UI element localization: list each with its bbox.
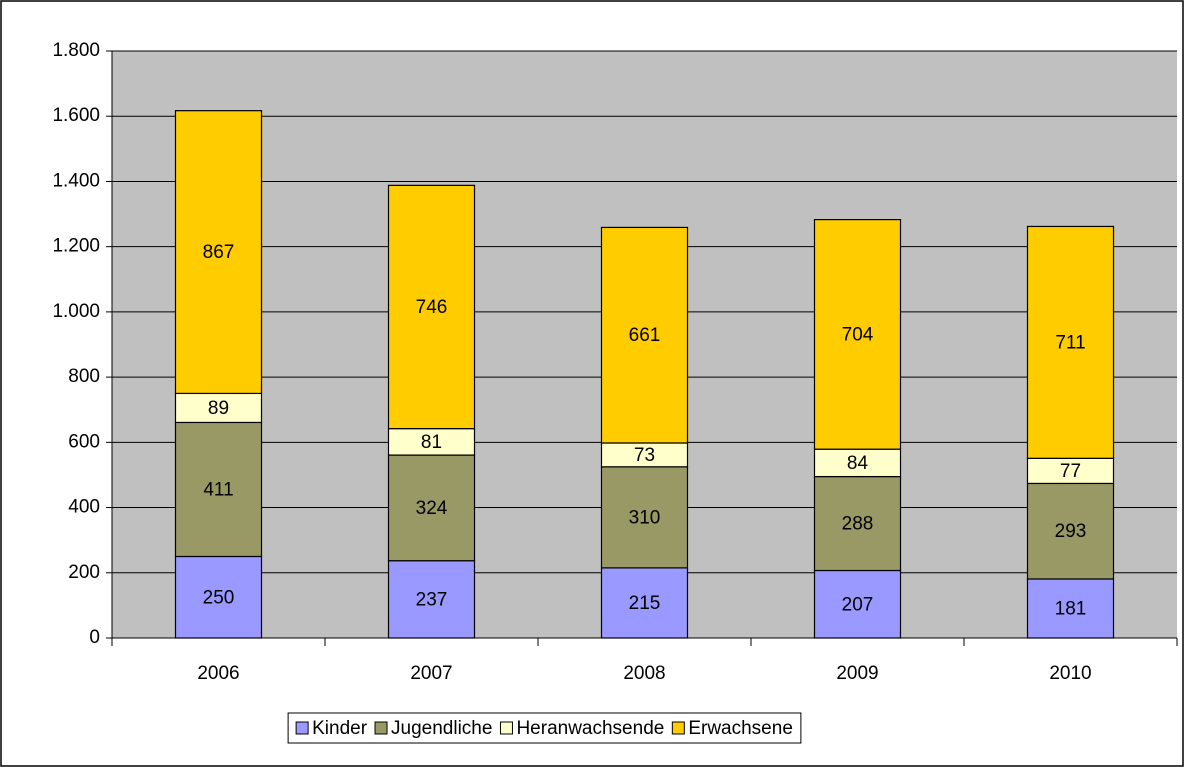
- data-label: 73: [634, 445, 655, 466]
- y-tick-label: 1.800: [52, 40, 100, 61]
- bar-segment: [1026, 482, 1115, 580]
- bar-segment: [174, 555, 263, 639]
- data-label: 746: [416, 297, 448, 318]
- data-label: 867: [203, 242, 235, 263]
- data-label: 215: [629, 593, 661, 614]
- legend-swatch: [499, 721, 513, 735]
- y-tick-label: 800: [68, 366, 100, 387]
- data-label: 84: [847, 453, 869, 474]
- data-label: 411: [203, 479, 233, 500]
- bar-segment: [813, 448, 902, 478]
- y-tick-label: 1.200: [52, 236, 100, 257]
- legend-swatch: [374, 721, 388, 735]
- data-label: 310: [629, 507, 661, 528]
- bar-segment: [1026, 457, 1115, 485]
- data-label: 237: [416, 589, 448, 610]
- legend-swatch: [671, 721, 685, 735]
- y-tick-label: 200: [68, 562, 100, 583]
- y-tick-label: 600: [68, 431, 100, 452]
- data-label: 288: [842, 514, 874, 535]
- bar-segment: [813, 218, 902, 450]
- legend-label: Erwachsene: [688, 718, 793, 739]
- bar-segment: [174, 392, 263, 424]
- bar-segment: [813, 475, 902, 572]
- data-label: 711: [1055, 332, 1085, 353]
- bar-segment: [387, 560, 476, 639]
- data-label: 704: [842, 324, 874, 345]
- y-tick-label: 400: [68, 497, 100, 518]
- x-tick-label: 2008: [623, 663, 665, 684]
- bar-segment: [174, 421, 263, 558]
- bar-segment: [1026, 578, 1115, 639]
- x-tick-label: 2009: [836, 663, 878, 684]
- data-label: 77: [1060, 461, 1081, 482]
- y-tick-label: 0: [89, 627, 100, 648]
- data-label: 250: [203, 587, 235, 608]
- legend-label: Jugendliche: [391, 718, 492, 739]
- legend-box: [287, 712, 802, 744]
- bar-segment: [600, 567, 689, 639]
- data-label: 324: [416, 498, 448, 519]
- bar-segment: [387, 184, 476, 430]
- legend-swatch: [295, 721, 309, 735]
- bar-segment: [600, 466, 689, 569]
- x-tick-label: 2010: [1049, 663, 1091, 684]
- y-tick-label: 1.600: [52, 105, 100, 126]
- data-label: 81: [421, 432, 442, 453]
- data-label: 661: [629, 325, 661, 346]
- data-label: 181: [1055, 599, 1087, 620]
- bar-segment: [387, 428, 476, 456]
- legend-label: Heranwachsende: [516, 718, 664, 739]
- bar-segment: [387, 454, 476, 562]
- data-label: 89: [208, 398, 229, 419]
- bar-segment: [174, 110, 263, 395]
- bar-segment: [600, 226, 689, 444]
- data-label: 207: [842, 594, 874, 615]
- y-tick-label: 1.000: [52, 301, 100, 322]
- y-tick-label: 1.400: [52, 170, 100, 191]
- legend-label: Kinder: [312, 718, 368, 739]
- bar-segment: [1026, 225, 1115, 459]
- bar-segment: [813, 569, 902, 639]
- data-label: 293: [1055, 521, 1087, 542]
- x-tick-label: 2007: [410, 663, 452, 684]
- x-tick-label: 2006: [197, 663, 239, 684]
